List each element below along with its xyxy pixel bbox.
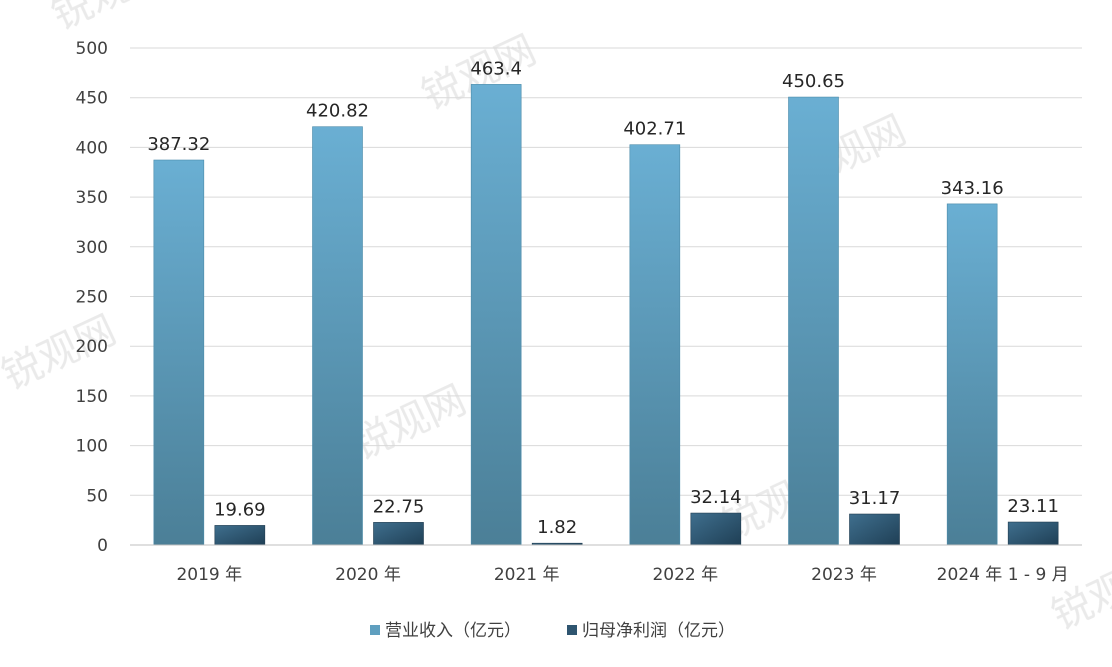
data-label-net-profit: 23.11 [1007, 496, 1059, 517]
svg-text:锐观网: 锐观网 [345, 377, 473, 469]
legend-label-net-profit: 归母净利润（亿元） [582, 621, 735, 641]
grid-lines [130, 47, 1082, 496]
bar-revenue [946, 203, 998, 546]
y-axis-ticks: 0 50 100 150 200 250 300 350 400 450 500 [76, 39, 108, 556]
x-tick-label: 2023 年 [811, 565, 877, 585]
data-label-revenue: 402.71 [623, 119, 686, 140]
y-tick-label: 300 [76, 238, 108, 258]
data-label-revenue: 450.65 [782, 71, 845, 92]
data-label-revenue: 420.82 [306, 101, 369, 122]
bar-net-profit [1007, 521, 1059, 546]
svg-text:锐观网: 锐观网 [45, 0, 173, 39]
y-tick-label: 150 [76, 387, 108, 407]
bar-net-profit [690, 512, 742, 546]
y-tick-label: 0 [97, 536, 108, 556]
y-tick-label: 100 [76, 437, 108, 457]
y-tick-label: 400 [76, 138, 108, 158]
data-label-net-profit: 22.75 [373, 496, 425, 517]
x-axis-ticks: 2019 年 2020 年 2021 年 2022 年 2023 年 2024 年 1 -… [176, 565, 1068, 585]
bar-revenue [788, 96, 839, 546]
data-label-revenue: 387.32 [147, 134, 210, 155]
bar-revenue [629, 144, 681, 546]
data-label-net-profit: 31.17 [849, 488, 901, 509]
bar-revenue [312, 126, 363, 546]
y-tick-label: 200 [76, 337, 108, 357]
legend-label-revenue: 营业收入（亿元） [385, 621, 521, 641]
bar-revenue [153, 159, 205, 546]
y-tick-label: 50 [86, 486, 108, 506]
legend-swatch-revenue [370, 625, 380, 635]
bar-net-profit [849, 513, 900, 546]
data-labels: 387.32 19.69 420.82 22.75 463.4 1.82 402.71 32.… [147, 58, 1059, 538]
x-tick-label: 2019 年 [176, 565, 242, 585]
data-label-net-profit: 32.14 [690, 487, 742, 508]
bar-net-profit [373, 522, 424, 546]
legend-swatch-net-profit [567, 625, 577, 635]
data-label-revenue: 463.4 [470, 58, 522, 79]
y-tick-label: 250 [76, 288, 108, 308]
x-tick-label: 2020 年 [335, 565, 401, 585]
bar-revenue [470, 84, 522, 546]
bar-net-profit [214, 525, 266, 546]
bars [153, 84, 1059, 546]
y-tick-label: 500 [76, 39, 108, 59]
y-tick-label: 350 [76, 188, 108, 208]
x-tick-label: 2021 年 [494, 565, 560, 585]
x-tick-label: 2024 年 1 - 9 月 [937, 565, 1069, 585]
svg-text:锐观网: 锐观网 [1045, 547, 1112, 639]
x-tick-label: 2022 年 [652, 565, 718, 585]
y-tick-label: 450 [76, 89, 108, 109]
data-label-net-profit: 1.82 [537, 517, 577, 538]
legend: 营业收入（亿元） 归母净利润（亿元） [370, 621, 735, 641]
data-label-revenue: 343.16 [941, 178, 1004, 199]
data-label-net-profit: 19.69 [214, 499, 266, 520]
